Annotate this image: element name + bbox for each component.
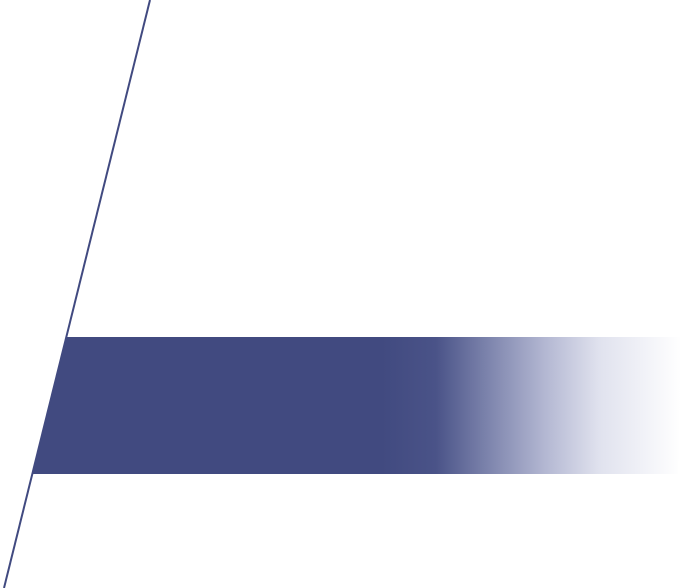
diagonal-line [3, 0, 151, 588]
gradient-band [33, 337, 681, 474]
